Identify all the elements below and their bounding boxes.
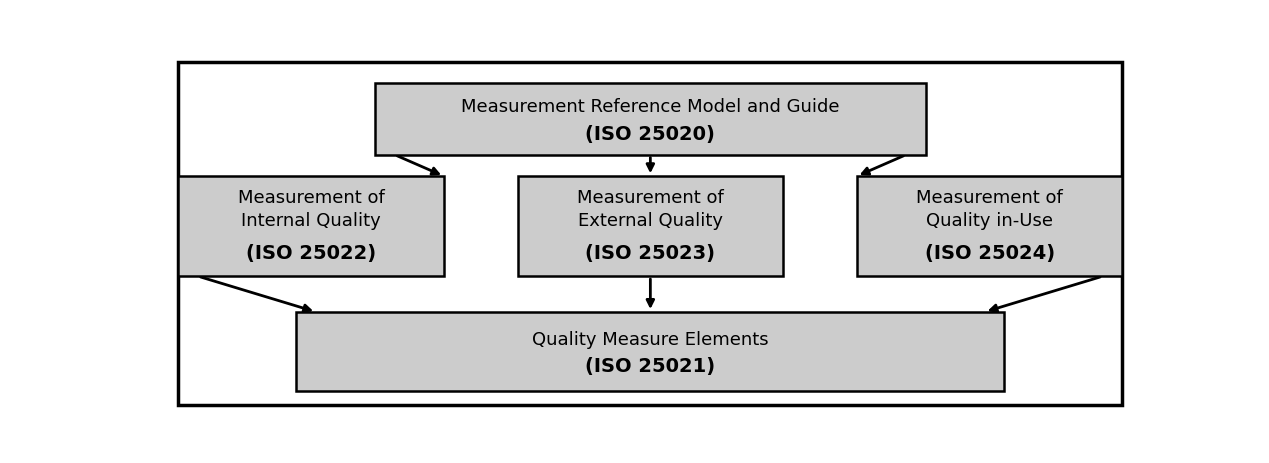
- Text: Measurement of
External Quality: Measurement of External Quality: [577, 188, 723, 230]
- Text: Measurement of
Quality in-Use: Measurement of Quality in-Use: [916, 188, 1063, 230]
- FancyBboxPatch shape: [857, 177, 1123, 276]
- Text: (ISO 25020): (ISO 25020): [585, 125, 716, 144]
- Text: (ISO 25021): (ISO 25021): [585, 356, 716, 375]
- Text: (ISO 25023): (ISO 25023): [585, 244, 716, 263]
- Text: Measurement of
Internal Quality: Measurement of Internal Quality: [237, 188, 385, 230]
- FancyBboxPatch shape: [518, 177, 783, 276]
- Text: Quality Measure Elements: Quality Measure Elements: [532, 330, 769, 348]
- Text: (ISO 25022): (ISO 25022): [246, 244, 376, 263]
- Text: Measurement Reference Model and Guide: Measurement Reference Model and Guide: [461, 98, 840, 116]
- Text: (ISO 25024): (ISO 25024): [925, 244, 1055, 263]
- FancyBboxPatch shape: [178, 177, 444, 276]
- FancyBboxPatch shape: [297, 312, 1005, 391]
- FancyBboxPatch shape: [376, 84, 926, 156]
